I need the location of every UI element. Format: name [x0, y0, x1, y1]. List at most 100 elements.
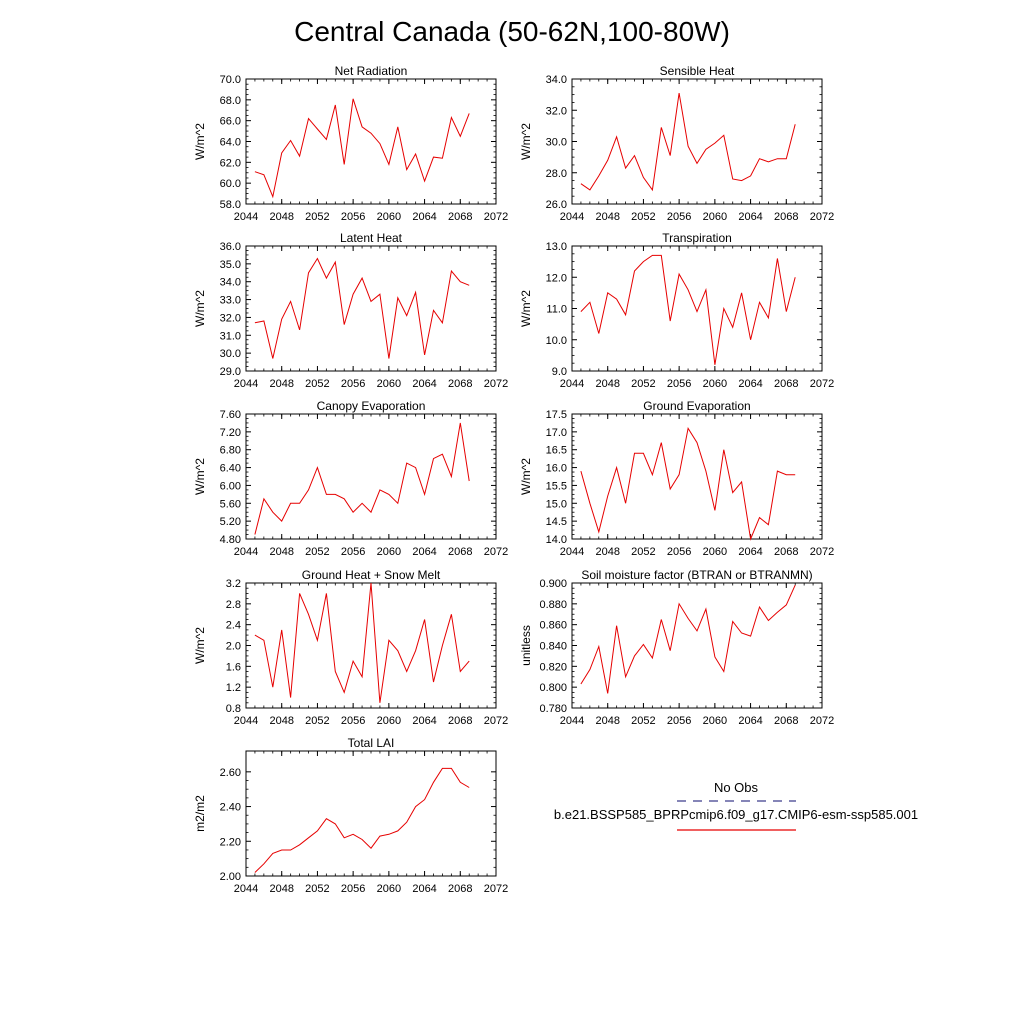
x-tick-label: 2048: [269, 378, 293, 390]
y-tick-label: 32.0: [220, 312, 241, 324]
y-tick-label: 13.0: [546, 241, 567, 253]
y-tick-label: 17.0: [546, 427, 567, 439]
y-tick-label: 0.880: [539, 599, 567, 611]
y-tick-label: 0.840: [539, 641, 567, 653]
x-tick-label: 2056: [667, 715, 691, 727]
y-tick-label: 0.860: [539, 620, 567, 632]
x-tick-label: 2072: [810, 378, 834, 390]
x-tick-label: 2052: [305, 883, 329, 895]
chart-title: Net Radiation: [335, 64, 408, 78]
x-tick-label: 2072: [484, 715, 508, 727]
x-tick-label: 2044: [234, 546, 258, 558]
y-tick-label: 31.0: [220, 330, 241, 342]
x-tick-label: 2068: [448, 378, 472, 390]
x-tick-label: 2068: [774, 211, 798, 223]
x-tick-label: 2056: [341, 378, 365, 390]
chart-panel-1: Net Radiation 2044 2048 2052 2056 2060 2064 206…: [193, 64, 508, 223]
x-tick-label: 2064: [412, 883, 436, 895]
y-tick-label: 32.0: [546, 105, 567, 117]
x-tick-label: 2060: [377, 211, 401, 223]
x-tick-label: 2072: [484, 378, 508, 390]
y-axis-label: unitless: [519, 625, 533, 666]
plot-frame: [571, 582, 823, 709]
x-tick-label: 2044: [234, 883, 258, 895]
legend-obs-label: No Obs: [714, 780, 759, 795]
x-tick-label: 2044: [560, 211, 584, 223]
y-tick-label: 0.8: [226, 703, 241, 715]
y-tick-label: 9.0: [552, 366, 567, 378]
y-tick-label: 6.40: [220, 463, 241, 475]
y-tick-label: 11.0: [546, 304, 567, 316]
x-tick-label: 2044: [234, 715, 258, 727]
y-axis-label: W/m^2: [193, 627, 207, 664]
series-line-1: [254, 422, 470, 535]
x-tick-label: 2048: [595, 546, 619, 558]
x-tick-label: 2056: [667, 546, 691, 558]
x-tick-label: 2048: [595, 211, 619, 223]
x-tick-label: 2056: [667, 211, 691, 223]
chart-panel-7: Ground Heat + Snow Melt 2044 2048 2052 2056 2…: [193, 568, 508, 727]
x-tick-label: 2072: [484, 546, 508, 558]
y-tick-label: 0.800: [539, 682, 567, 694]
y-axis-label: W/m^2: [519, 458, 533, 495]
y-tick-label: 62.0: [220, 157, 241, 169]
x-tick-label: 2044: [560, 715, 584, 727]
x-tick-label: 2064: [738, 378, 762, 390]
y-tick-label: 33.0: [220, 295, 241, 307]
x-tick-label: 2068: [448, 211, 472, 223]
x-tick-label: 2052: [305, 211, 329, 223]
x-tick-label: 2056: [341, 883, 365, 895]
y-tick-label: 2.40: [220, 802, 241, 814]
x-tick-label: 2044: [234, 378, 258, 390]
x-tick-label: 2072: [810, 546, 834, 558]
series-line-1: [254, 98, 470, 199]
x-tick-label: 2064: [738, 546, 762, 558]
x-tick-label: 2060: [377, 546, 401, 558]
x-tick-label: 2052: [631, 546, 655, 558]
y-tick-label: 1.2: [226, 682, 241, 694]
y-tick-label: 10.0: [546, 335, 567, 347]
y-axis-label: W/m^2: [193, 290, 207, 327]
x-tick-label: 2048: [595, 715, 619, 727]
x-tick-label: 2048: [269, 546, 293, 558]
legend-model-label: b.e21.BSSP585_BPRPcmip6.f09_g17.CMIP6-es…: [554, 807, 918, 822]
y-tick-label: 0.820: [539, 661, 567, 673]
x-tick-label: 2052: [305, 378, 329, 390]
y-tick-label: 34.0: [220, 277, 241, 289]
x-tick-label: 2052: [305, 546, 329, 558]
plot-frame: [245, 78, 497, 205]
page-title: Central Canada (50-62N,100-80W): [294, 16, 730, 47]
chart-title: Total LAI: [348, 736, 395, 750]
chart-title: Ground Evaporation: [643, 399, 750, 413]
plot-frame: [571, 413, 823, 540]
x-tick-label: 2052: [631, 715, 655, 727]
y-tick-label: 34.0: [546, 74, 567, 86]
x-tick-label: 2060: [703, 715, 727, 727]
panels: Net Radiation 2044 2048 2052 2056 2060 2064 206…: [193, 64, 834, 895]
y-tick-label: 36.0: [220, 241, 241, 253]
chart-title: Sensible Heat: [660, 64, 735, 78]
x-tick-label: 2068: [774, 715, 798, 727]
y-tick-label: 68.0: [220, 95, 241, 107]
x-tick-label: 2048: [269, 715, 293, 727]
x-tick-label: 2068: [448, 715, 472, 727]
y-tick-label: 0.900: [539, 578, 567, 590]
chart-title: Transpiration: [662, 231, 732, 245]
series-line-1: [580, 93, 796, 192]
x-tick-label: 2068: [774, 546, 798, 558]
y-axis-label: W/m^2: [519, 123, 533, 160]
series-line-1: [580, 254, 796, 365]
x-tick-label: 2044: [560, 546, 584, 558]
x-tick-label: 2044: [234, 211, 258, 223]
chart-title: Ground Heat + Snow Melt: [302, 568, 441, 582]
x-tick-label: 2052: [631, 211, 655, 223]
plot-frame: [571, 245, 823, 372]
series-line-1: [580, 426, 796, 541]
chart-title: Canopy Evaporation: [317, 399, 426, 413]
y-tick-label: 30.0: [546, 137, 567, 149]
x-tick-label: 2064: [738, 211, 762, 223]
y-tick-label: 66.0: [220, 116, 241, 128]
series-line-1: [580, 584, 796, 694]
y-tick-label: 17.5: [546, 409, 567, 421]
x-tick-label: 2060: [377, 715, 401, 727]
